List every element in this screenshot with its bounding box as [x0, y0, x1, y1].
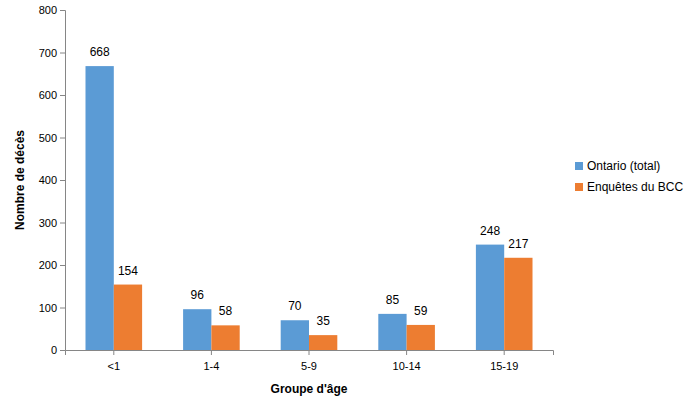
y-tick-mark — [60, 350, 65, 351]
x-tick-mark — [504, 350, 505, 355]
data-label: 217 — [508, 237, 528, 251]
y-tick: 500 — [39, 132, 65, 144]
bar — [309, 335, 337, 350]
y-tick-mark — [60, 308, 65, 309]
bar — [114, 285, 142, 350]
y-tick-label: 800 — [39, 4, 57, 16]
y-tick-mark — [60, 180, 65, 181]
legend-swatch — [575, 162, 583, 170]
y-axis-line — [60, 11, 66, 351]
bars — [85, 66, 532, 350]
bar — [378, 314, 406, 350]
y-tick: 300 — [39, 217, 65, 229]
bar — [504, 258, 532, 350]
y-tick: 700 — [39, 47, 65, 59]
y-tick-label: 400 — [39, 174, 57, 186]
data-label: 668 — [90, 45, 110, 59]
data-label: 58 — [219, 304, 233, 318]
y-tick: 400 — [39, 174, 65, 186]
x-axis-line — [66, 351, 554, 356]
y-tick-label: 600 — [39, 89, 57, 101]
y-tick-mark — [60, 265, 65, 266]
y-tick-label: 500 — [39, 132, 57, 144]
legend-swatch — [575, 183, 583, 191]
x-tick-mark — [406, 350, 407, 355]
y-tick-label: 0 — [51, 344, 57, 356]
legend-item: Enquêtes du BCC — [575, 180, 683, 194]
y-tick: 800 — [39, 4, 65, 16]
bar — [407, 325, 435, 350]
y-tick-mark — [60, 10, 65, 11]
x-tick-mark — [113, 350, 114, 355]
y-tick-mark — [60, 223, 65, 224]
x-axis-title: Groupe d'âge — [271, 382, 348, 396]
y-axis-title: Nombre de décès — [13, 130, 27, 230]
legend-item: Ontario (total) — [575, 159, 660, 173]
y-axis: 0 100 200 300 400 500 600 700 800 — [39, 4, 66, 356]
y-tick: 200 — [39, 259, 65, 271]
legend-label: Ontario (total) — [587, 159, 660, 173]
x-tick-label: <1 — [108, 360, 121, 372]
bar — [476, 245, 504, 350]
y-tick-label: 100 — [39, 302, 57, 314]
y-tick-label: 200 — [39, 259, 57, 271]
data-label: 35 — [316, 314, 330, 328]
x-tick: <1 — [108, 350, 121, 372]
data-label: 59 — [414, 304, 428, 318]
x-tick: 10-14 — [393, 350, 421, 372]
bar — [211, 325, 239, 350]
data-label: 96 — [191, 288, 205, 302]
x-tick-label: 5-9 — [301, 360, 317, 372]
y-tick-label: 700 — [39, 47, 57, 59]
data-label: 154 — [118, 264, 138, 278]
x-tick: 1-4 — [203, 350, 219, 372]
legend: Ontario (total) Enquêtes du BCC — [575, 159, 683, 194]
x-tick-label: 15-19 — [490, 360, 518, 372]
data-label: 248 — [480, 224, 500, 238]
data-label: 70 — [288, 299, 302, 313]
x-tick: 5-9 — [301, 350, 317, 372]
data-labels: 668 96 70 85 248 154 58 35 59 217 — [90, 45, 529, 328]
plot: 668 96 70 85 248 154 58 35 59 217 0 100 200 300 400 500… — [39, 4, 554, 372]
y-tick-mark — [60, 95, 65, 96]
bar — [85, 66, 113, 350]
x-tick-label: 1-4 — [203, 360, 219, 372]
legend-label: Enquêtes du BCC — [587, 180, 683, 194]
x-tick: 15-19 — [490, 350, 518, 372]
bar — [183, 309, 211, 350]
x-axis: <1 1-4 5-9 10-14 15-19 — [66, 350, 554, 372]
y-tick: 0 — [51, 344, 65, 356]
x-tick-mark — [309, 350, 310, 355]
y-tick-label: 300 — [39, 217, 57, 229]
x-tick-label: 10-14 — [393, 360, 421, 372]
chart: 668 96 70 85 248 154 58 35 59 217 0 100 200 300 400 500… — [0, 0, 694, 405]
y-tick-mark — [60, 53, 65, 54]
y-tick-mark — [60, 138, 65, 139]
y-tick: 600 — [39, 89, 65, 101]
bar — [281, 320, 309, 350]
x-tick-mark — [211, 350, 212, 355]
data-label: 85 — [386, 293, 400, 307]
y-tick: 100 — [39, 302, 65, 314]
